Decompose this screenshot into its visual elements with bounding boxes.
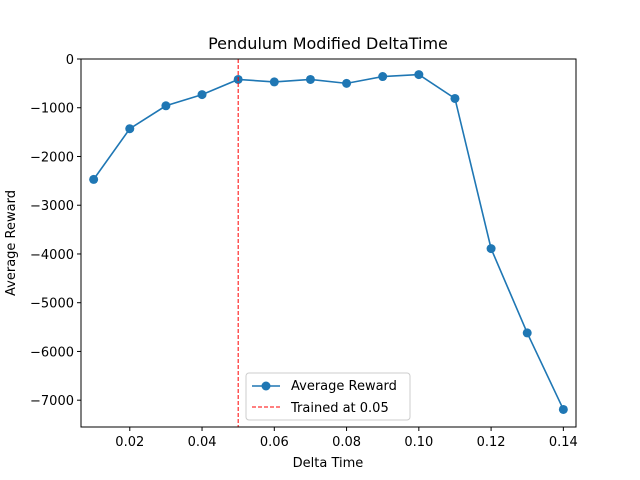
data-point (414, 70, 424, 80)
y-tick-label: −7000 (30, 394, 74, 409)
series-line-average-reward (92, 73, 565, 410)
y-tick-label: −4000 (30, 248, 74, 263)
x-tick-label: 0.14 (549, 435, 578, 450)
x-tick-label: 0.10 (404, 435, 433, 450)
y-tick-label: −6000 (30, 345, 74, 360)
legend-label-trained: Trained at 0.05 (290, 401, 389, 416)
x-tick-label: 0.04 (188, 435, 217, 450)
legend-box (245, 372, 411, 421)
data-point (305, 74, 315, 84)
x-tick-label: 0.02 (115, 435, 144, 450)
data-point (125, 124, 135, 134)
data-point (161, 101, 171, 111)
data-point (89, 174, 99, 184)
data-point (342, 78, 352, 88)
y-tick-label: 0 (66, 53, 74, 68)
y-tick-label: −2000 (30, 150, 74, 165)
x-tick-label: 0.12 (477, 435, 506, 450)
plot-area-frame (80, 58, 577, 428)
plot-marks (89, 59, 568, 427)
data-point (269, 77, 279, 87)
legend: Average Reward Trained at 0.05 (245, 372, 411, 421)
chart-title: Pendulum Modified DeltaTime (208, 34, 448, 53)
data-point (558, 404, 568, 414)
x-axis: 0.02 0.04 0.06 0.08 0.10 0.12 0.14 (115, 427, 578, 450)
x-tick-label: 0.08 (332, 435, 361, 450)
y-axis-title: Average Reward (4, 190, 19, 296)
x-axis-title: Delta Time (293, 456, 364, 471)
data-point (486, 244, 496, 254)
legend-marker-average-reward (261, 381, 271, 391)
y-axis: 0 −1000 −2000 −3000 −4000 −5000 −6000 −7000 (30, 53, 81, 409)
legend-label-average-reward: Average Reward (291, 379, 397, 394)
x-tick-label: 0.06 (260, 435, 289, 450)
y-tick-label: −5000 (30, 297, 74, 312)
data-point (450, 93, 460, 103)
y-tick-label: −3000 (30, 199, 74, 214)
y-tick-label: −1000 (30, 102, 74, 117)
data-point (522, 328, 532, 338)
data-point (378, 72, 388, 82)
data-point (197, 90, 207, 100)
